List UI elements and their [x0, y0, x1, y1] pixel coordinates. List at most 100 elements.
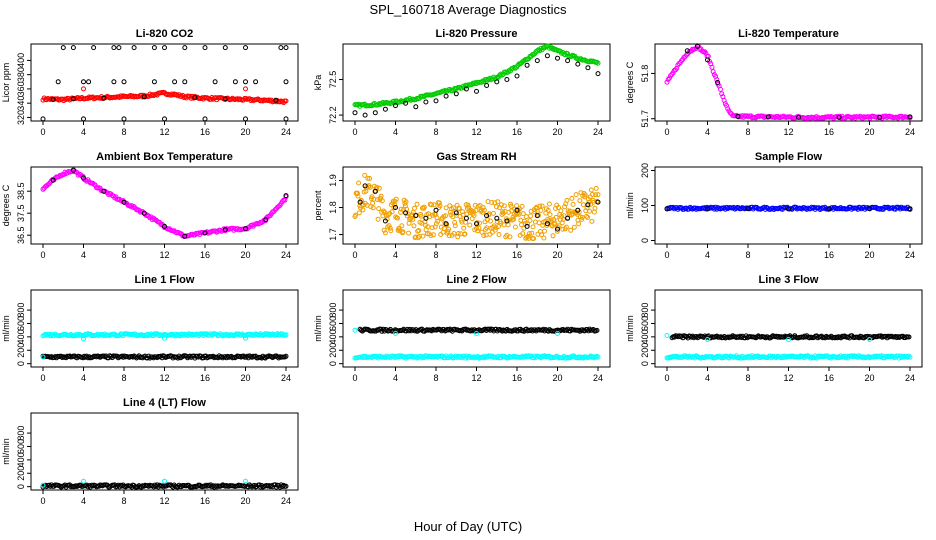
x-tick-label: 12 [159, 127, 169, 137]
data-point [694, 43, 700, 49]
x-tick-label: 4 [705, 373, 710, 383]
data-point [836, 114, 842, 120]
y-tick-label: 0 [16, 361, 26, 366]
x-tick-label: 20 [864, 373, 874, 383]
x-tick-label: 8 [745, 250, 750, 260]
data-point [594, 59, 600, 65]
data-point [376, 206, 382, 212]
x-tick-label: 24 [281, 373, 291, 383]
x-tick-label: 12 [471, 250, 481, 260]
data-point [703, 50, 709, 56]
data-point [101, 188, 107, 194]
data-point [589, 218, 595, 224]
x-tick-label: 0 [352, 250, 357, 260]
data-point [719, 91, 725, 97]
chart-panel: Gas Stream RH percent 0 4 8 12 16 20 24 1.7 1.8 1.9 [313, 151, 611, 260]
data-point [243, 478, 248, 484]
data-point [222, 96, 228, 102]
data-series [357, 326, 600, 334]
data-point [253, 79, 259, 85]
data-point [474, 221, 479, 227]
data-point [443, 221, 449, 227]
data-point [413, 104, 419, 110]
data-point [562, 204, 568, 210]
data-point [523, 214, 529, 220]
data-point [406, 230, 411, 236]
data-point [457, 206, 462, 212]
data-point [765, 114, 771, 120]
data-point [714, 77, 720, 83]
data-point [507, 234, 513, 240]
x-tick-label: 20 [240, 373, 250, 383]
x-tick-label: 4 [705, 127, 710, 137]
data-point [452, 223, 458, 229]
data-point [172, 79, 178, 85]
data-point [283, 332, 289, 338]
data-point [481, 233, 487, 239]
data-point [593, 185, 599, 191]
y-tick-label: 380 [16, 67, 26, 82]
y-tick-label: 0 [640, 238, 650, 243]
data-point [121, 116, 127, 122]
y-tick-label: 400 [16, 53, 26, 68]
data-point [420, 233, 426, 239]
data-point [40, 116, 46, 122]
data-point [461, 225, 467, 231]
data-point [524, 62, 530, 68]
data-point [477, 220, 482, 226]
data-point [710, 69, 716, 75]
data-point [514, 73, 520, 79]
data-series [664, 204, 913, 212]
data-point [121, 199, 127, 205]
data-point [668, 73, 674, 79]
data-series [684, 43, 913, 120]
data-point [283, 116, 289, 122]
data-series [40, 482, 289, 490]
x-tick-label: 24 [281, 496, 291, 506]
x-tick-label: 4 [705, 250, 710, 260]
data-point [877, 114, 883, 120]
data-point [570, 201, 576, 207]
data-point [362, 183, 368, 189]
data-point [475, 228, 481, 234]
data-series [40, 335, 248, 360]
data-point [360, 207, 366, 213]
data-point [544, 221, 550, 227]
data-point [354, 190, 360, 196]
data-point [412, 235, 418, 241]
data-series [50, 167, 289, 239]
data-point [580, 202, 586, 208]
x-tick-label: 16 [200, 496, 210, 506]
x-tick-label: 24 [905, 250, 915, 260]
x-tick-label: 20 [240, 127, 250, 137]
x-tick-label: 16 [200, 127, 210, 137]
data-point [745, 206, 751, 212]
data-point [437, 203, 443, 209]
data-point [592, 205, 598, 211]
data-point [352, 327, 358, 333]
y-tick-label: 800 [640, 303, 650, 318]
data-point [541, 235, 547, 241]
data-point [522, 218, 527, 224]
data-point [365, 175, 371, 181]
data-point [283, 98, 289, 104]
data-point [529, 230, 535, 236]
data-point [472, 202, 478, 208]
x-tick-label: 12 [783, 127, 793, 137]
data-point [355, 193, 361, 199]
data-point [81, 478, 86, 484]
x-tick-label: 8 [121, 127, 126, 137]
figure-xlabel: Hour of Day (UTC) [414, 519, 522, 534]
data-point [81, 175, 86, 181]
data-point [542, 228, 547, 234]
data-point [367, 176, 373, 181]
data-point [399, 223, 405, 229]
data-point [498, 71, 504, 77]
y-tick-label: 200 [640, 343, 650, 358]
data-point [489, 200, 495, 205]
data-point [539, 232, 544, 238]
data-point [520, 231, 526, 237]
data-point [91, 45, 97, 51]
y-tick-label: 51.7 [640, 110, 650, 128]
y-tick-label: 360 [16, 81, 26, 96]
